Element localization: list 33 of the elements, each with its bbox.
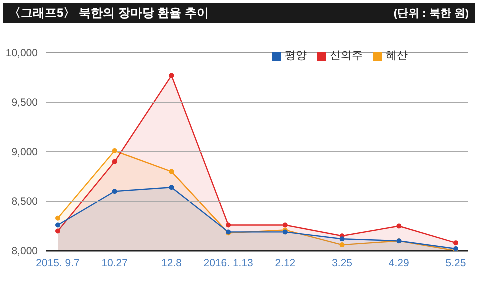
point bbox=[56, 222, 60, 228]
y-tick-label: 10,000 bbox=[6, 48, 38, 60]
x-tick-label: 5.25 bbox=[446, 257, 466, 270]
y-tick-label: 9,500 bbox=[12, 97, 38, 110]
point bbox=[169, 169, 174, 174]
text: (단위 : 북한 원) bbox=[394, 6, 469, 20]
point bbox=[396, 224, 402, 229]
x-tick-label: 4.29 bbox=[388, 257, 410, 270]
x-tick-label: 2016. 1.13 bbox=[204, 257, 254, 270]
x-tick-label: 2.12 bbox=[275, 257, 296, 270]
point bbox=[112, 148, 118, 154]
point bbox=[340, 236, 345, 242]
point bbox=[454, 240, 458, 246]
y-tick-label: 9,000 bbox=[12, 146, 38, 159]
point bbox=[56, 216, 60, 221]
point bbox=[282, 222, 288, 228]
y-tick-label: 8,500 bbox=[12, 196, 38, 208]
point bbox=[226, 222, 232, 228]
point bbox=[340, 242, 345, 248]
y-tick-label: 8,000 bbox=[12, 246, 38, 258]
legend-label: 평양 bbox=[285, 50, 307, 62]
x-tick-label: 10.27 bbox=[102, 257, 128, 270]
chart-title: 〈그래프5〉 북한의 장마당 환율 추이 bbox=[9, 4, 210, 22]
point bbox=[56, 228, 60, 234]
x-tick-label: 3.25 bbox=[332, 257, 353, 270]
legend-label: 혜산 bbox=[386, 50, 408, 62]
point bbox=[169, 185, 174, 190]
x-tick-label: 2015. 9.7 bbox=[36, 257, 80, 270]
point bbox=[112, 189, 118, 194]
legend-label: 신의주 bbox=[330, 50, 363, 62]
point bbox=[112, 159, 118, 164]
point bbox=[169, 73, 174, 78]
x-tick-label: 12.8 bbox=[161, 257, 182, 270]
